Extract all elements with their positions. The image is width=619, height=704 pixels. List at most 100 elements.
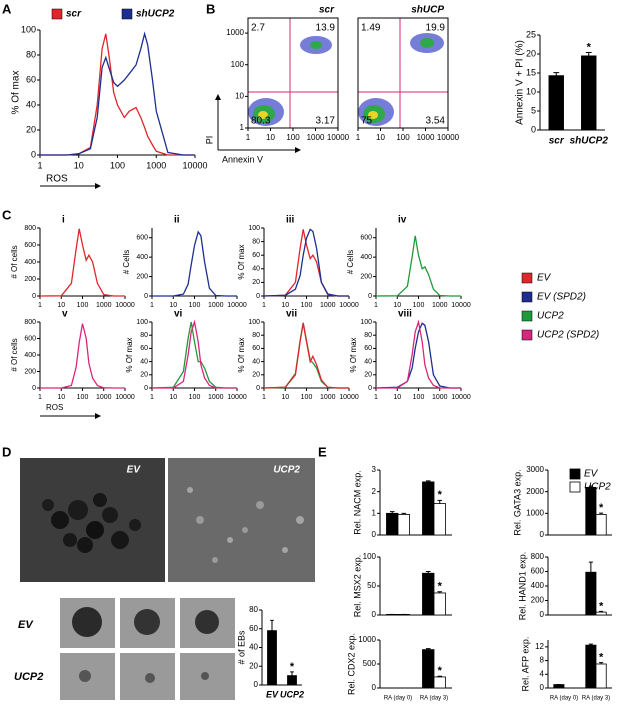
error-bar (425, 480, 431, 482)
panel-sublabel: viii (398, 309, 412, 320)
y-tick-label: 80 (252, 332, 260, 339)
y-tick-label: 0 (144, 293, 148, 300)
y-tick-label: 12 (535, 642, 544, 651)
error-bar (588, 643, 593, 646)
data-line (152, 230, 237, 297)
micrograph (20, 458, 315, 582)
y-tick-label: 400 (136, 254, 148, 261)
y-axis-label: % Of max (11, 71, 22, 115)
significance-mark: * (290, 661, 295, 673)
quadrant-percentage: 80.3 (251, 116, 271, 127)
x-tick-label: 1 (374, 302, 378, 309)
x-tick-label: 10000 (327, 133, 350, 142)
y-tick-label: 400 (24, 259, 36, 266)
y-tick-label: 600 (24, 242, 36, 249)
x-tick-label: 10000 (115, 302, 135, 309)
plot-title: shUCP (411, 5, 444, 16)
x-axis-label: Annexin V (222, 154, 263, 164)
micrograph-thumbnails (60, 598, 235, 700)
x-tick-label: 10 (376, 133, 385, 142)
x-tick-label: 10 (74, 160, 84, 170)
bar (386, 512, 399, 536)
error-bar (437, 499, 443, 504)
error-bar (437, 591, 443, 593)
panel-label: C (2, 207, 12, 222)
plot-title: scr (319, 5, 335, 16)
x-tick-label: 1 (38, 302, 42, 309)
x-tick-label: 1 (246, 133, 251, 142)
x-tick-label: 1000 (432, 302, 448, 309)
x-tick-label: shUCP2 (570, 136, 609, 147)
x-tick-label: 1000 (307, 133, 325, 142)
data-line (375, 322, 461, 389)
quadrant-percentage: 19.9 (426, 23, 446, 34)
x-tick-label: 100 (301, 394, 313, 401)
x-tick-label: 10000 (115, 394, 135, 401)
bar (585, 571, 597, 616)
data-line (375, 235, 461, 297)
x-tick-label: 100 (189, 394, 201, 401)
bar (433, 503, 446, 536)
error-bar (437, 675, 443, 677)
y-tick-label: 60 (252, 252, 260, 259)
y-tick-label: 5 (531, 105, 536, 115)
y-tick-label: 600 (136, 235, 148, 242)
y-tick-label: 200 (24, 368, 36, 375)
y-axis-label: % Of max (349, 337, 358, 372)
y-tick-label: 40 (252, 358, 260, 365)
data-line (376, 319, 461, 389)
x-tick-label: RA (day 0) (550, 696, 578, 702)
legend-swatch (569, 468, 581, 480)
data-line (39, 228, 125, 297)
x-tick-label: 10 (57, 302, 65, 309)
error-bar (425, 571, 431, 574)
y-tick-label: 800 (24, 319, 36, 326)
y-tick-label: 100 (248, 225, 260, 232)
y-axis-label: # Of cells (10, 245, 19, 278)
significance-mark: * (587, 41, 592, 53)
row-label: UCP2 (14, 671, 43, 683)
y-tick-label: 80 (364, 332, 372, 339)
panel-label: A (2, 1, 12, 16)
panel-sublabel: vii (286, 309, 297, 320)
y-tick-label: 20 (140, 372, 148, 379)
significance-mark: * (599, 502, 604, 514)
data-line (263, 322, 349, 389)
panel-label: B (206, 1, 215, 16)
bar (433, 676, 446, 689)
x-tick-label: 100 (301, 302, 313, 309)
y-axis-label: Rel. AFP exp. (520, 637, 530, 692)
image-label: UCP2 (273, 465, 300, 476)
y-tick-label: 0 (372, 610, 377, 619)
data-line (40, 33, 195, 156)
panel-label: D (2, 444, 11, 459)
y-tick-label: 80 (26, 49, 36, 59)
x-tick-label: 10 (281, 394, 289, 401)
y-tick-label: 600 (24, 335, 36, 342)
significance-mark: * (438, 489, 443, 501)
y-tick-label: 100 (21, 24, 36, 34)
y-tick-label: 0 (372, 683, 377, 692)
bar (585, 486, 597, 536)
error-bar (599, 610, 604, 613)
x-tick-label: 1 (150, 302, 154, 309)
legend-label: EV (584, 469, 599, 480)
y-axis-label: Rel. CDX2 exp. (346, 633, 356, 695)
legend-label: EV (SPD2) (537, 292, 586, 303)
x-tick-label: 10 (281, 302, 289, 309)
y-axis-label: Rel. MSX2 exp. (352, 555, 362, 618)
y-tick-label: 0 (144, 385, 148, 392)
data-line (151, 321, 237, 389)
x-tick-label: 10 (57, 394, 65, 401)
x-tick-label: 1000 (96, 394, 112, 401)
panel-sublabel: ii (174, 215, 180, 226)
x-tick-label: 1000 (96, 302, 112, 309)
error-bar (588, 561, 593, 573)
y-tick-label: 100 (363, 552, 377, 561)
y-tick-label: 2 (372, 487, 377, 496)
y-tick-label: 100 (248, 319, 260, 326)
data-line (40, 323, 125, 389)
bar (422, 572, 435, 616)
y-tick-label: 20 (252, 372, 260, 379)
